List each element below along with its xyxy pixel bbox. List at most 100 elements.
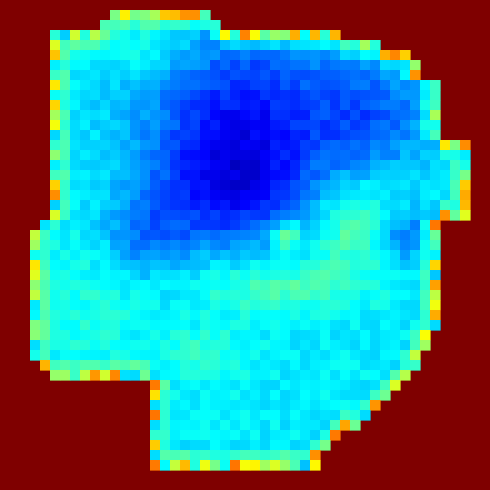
heatmap-cell <box>190 320 201 331</box>
heatmap-cell <box>310 190 321 201</box>
heatmap-cell <box>320 360 331 371</box>
heatmap-cell <box>300 260 311 271</box>
heatmap-cell <box>260 120 271 131</box>
heatmap-cell <box>170 90 181 101</box>
heatmap-cell <box>390 70 401 81</box>
heatmap-cell <box>290 110 301 121</box>
heatmap-cell <box>220 190 231 201</box>
heatmap-cell <box>290 350 301 361</box>
heatmap-cell <box>190 160 201 171</box>
heatmap-cell <box>110 360 121 371</box>
heatmap-cell <box>260 320 271 331</box>
heatmap-cell <box>80 150 91 161</box>
heatmap-cell <box>210 200 221 211</box>
heatmap-cell <box>330 250 341 261</box>
heatmap-cell <box>340 150 351 161</box>
heatmap-cell <box>50 90 61 101</box>
heatmap-cell <box>170 380 181 391</box>
heatmap-cell <box>290 310 301 321</box>
heatmap-cell <box>380 390 391 401</box>
heatmap-cell <box>370 170 381 181</box>
heatmap-cell <box>360 190 371 201</box>
heatmap-cell <box>210 180 221 191</box>
heatmap-cell <box>400 240 411 251</box>
heatmap-cell <box>290 290 301 301</box>
heatmap-cell <box>310 420 321 431</box>
heatmap-cell <box>130 220 141 231</box>
heatmap-cell <box>320 190 331 201</box>
heatmap-cell <box>340 390 351 401</box>
heatmap-cell <box>360 230 371 241</box>
heatmap-cell <box>330 190 341 201</box>
heatmap-cell <box>250 120 261 131</box>
heatmap-cell <box>370 370 381 381</box>
heatmap-cell <box>70 320 81 331</box>
heatmap-cell <box>30 230 41 241</box>
heatmap-cell <box>100 80 111 91</box>
heatmap-cell <box>200 420 211 431</box>
heatmap-cell <box>350 360 361 371</box>
heatmap-cell <box>270 90 281 101</box>
heatmap-cell <box>310 60 321 71</box>
heatmap-cell <box>120 150 131 161</box>
heatmap-cell <box>150 460 161 471</box>
heatmap-cell <box>120 290 131 301</box>
heatmap-cell <box>290 140 301 151</box>
heatmap-cell <box>240 260 251 271</box>
heatmap-cell <box>110 180 121 191</box>
heatmap-cell <box>450 190 461 201</box>
heatmap-cell <box>350 110 361 121</box>
heatmap-cell <box>310 40 321 51</box>
heatmap-cell <box>390 310 401 321</box>
heatmap-cell <box>90 30 101 41</box>
heatmap-cell <box>420 220 431 231</box>
heatmap-cell <box>260 80 271 91</box>
heatmap-cell <box>80 100 91 111</box>
heatmap-cell <box>170 20 181 31</box>
heatmap-cell <box>450 170 461 181</box>
heatmap-cell <box>110 340 121 351</box>
heatmap-cell <box>270 410 281 421</box>
heatmap-cell <box>200 150 211 161</box>
heatmap-cell <box>240 400 251 411</box>
heatmap-cell <box>100 260 111 271</box>
heatmap-cell <box>230 170 241 181</box>
heatmap-cell <box>400 290 411 301</box>
heatmap-cell <box>280 310 291 321</box>
heatmap-cell <box>170 370 181 381</box>
heatmap-cell <box>130 40 141 51</box>
heatmap-cell <box>190 310 201 321</box>
heatmap-cell <box>90 270 101 281</box>
heatmap-cell <box>280 350 291 361</box>
heatmap-cell <box>190 360 201 371</box>
heatmap-cell <box>310 350 321 361</box>
heatmap-cell <box>130 110 141 121</box>
heatmap-cell <box>360 240 371 251</box>
heatmap-cell <box>150 60 161 71</box>
heatmap-cell <box>250 440 261 451</box>
heatmap-cell <box>230 160 241 171</box>
heatmap-cell <box>370 300 381 311</box>
heatmap-cell <box>210 450 221 461</box>
heatmap-cell <box>150 320 161 331</box>
heatmap-cell <box>430 300 441 311</box>
heatmap-cell <box>250 180 261 191</box>
heatmap-cell <box>380 290 391 301</box>
heatmap-cell <box>240 340 251 351</box>
heatmap-cell <box>180 410 191 421</box>
heatmap-cell <box>130 180 141 191</box>
heatmap-cell <box>310 150 321 161</box>
heatmap-cell <box>100 140 111 151</box>
heatmap-cell <box>250 430 261 441</box>
heatmap-cell <box>120 350 131 361</box>
heatmap-cell <box>400 130 411 141</box>
heatmap-cell <box>350 260 361 271</box>
heatmap-cell <box>220 30 231 41</box>
heatmap-cell <box>320 60 331 71</box>
heatmap-cell <box>90 250 101 261</box>
heatmap-cell <box>260 270 271 281</box>
heatmap-cell <box>130 280 141 291</box>
heatmap-cell <box>150 190 161 201</box>
heatmap-cell <box>230 280 241 291</box>
heatmap-cell <box>200 400 211 411</box>
